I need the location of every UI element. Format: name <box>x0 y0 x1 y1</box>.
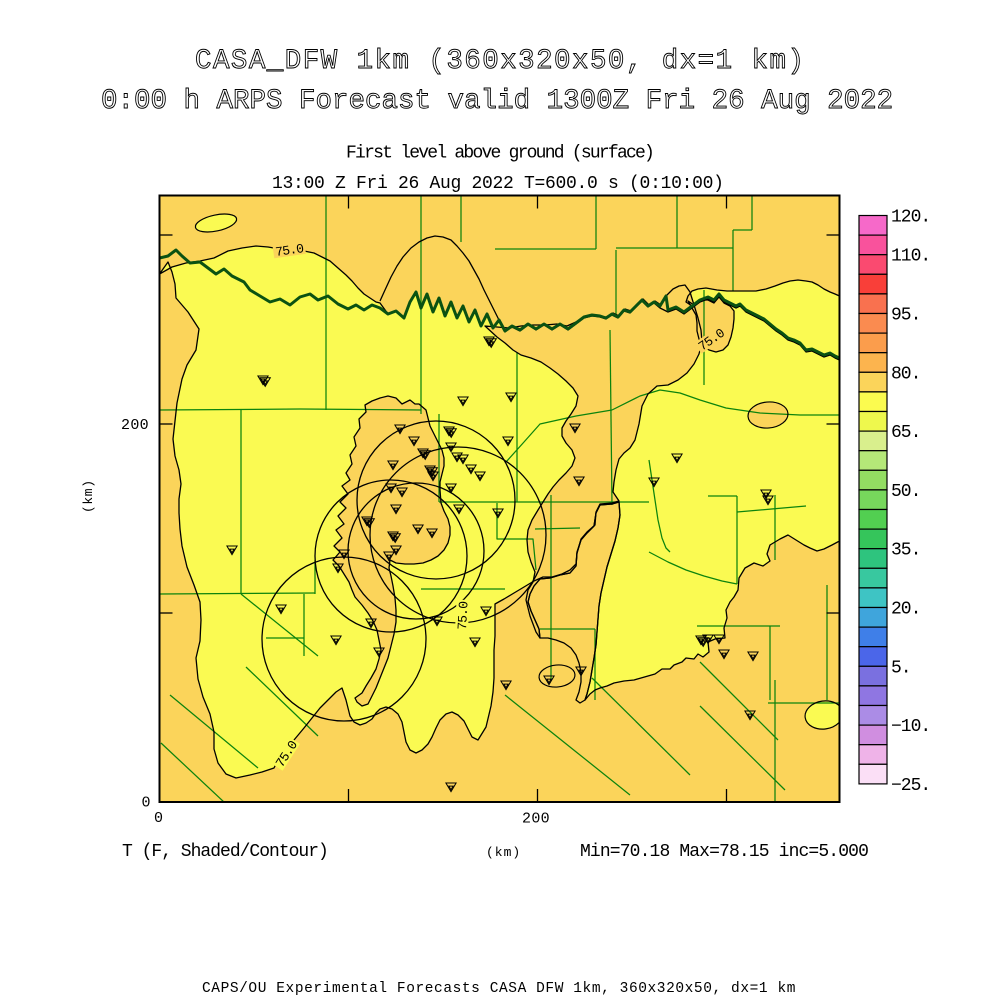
svg-text:0:00 h ARPS Forecast valid 130: 0:00 h ARPS Forecast valid 1300Z Fri 26 … <box>101 86 893 117</box>
svg-text:(km): (km) <box>81 479 96 513</box>
svg-text:75.0: 75.0 <box>274 241 304 260</box>
svg-text:0: 0 <box>154 810 163 827</box>
svg-text:120.: 120. <box>891 208 930 228</box>
svg-text:CASA_DFW 1km (360x320x50, dx=1: CASA_DFW 1km (360x320x50, dx=1 km) <box>195 46 805 77</box>
svg-text:35.: 35. <box>891 541 920 561</box>
svg-text:20.: 20. <box>891 600 920 620</box>
svg-text:First level above ground (surf: First level above ground (surface) <box>346 144 653 164</box>
svg-text:110.: 110. <box>891 247 930 267</box>
svg-text:−10.: −10. <box>891 717 930 737</box>
svg-text:0: 0 <box>142 795 151 812</box>
svg-text:13:00 Z Fri 26 Aug 2022 T=6: 13:00 Z Fri 26 Aug 2022 T=600.0 s (0:10:… <box>272 174 724 194</box>
svg-text:80.: 80. <box>891 364 920 384</box>
svg-text:T (F, Shaded/Contour): T (F, Shaded/Contour) <box>122 842 328 862</box>
svg-text:Min=70.18 Max=78.15 inc=5.000: Min=70.18 Max=78.15 inc=5.000 <box>580 842 868 862</box>
svg-text:5.: 5. <box>891 658 911 678</box>
svg-text:(km): (km) <box>486 845 521 860</box>
svg-text:200: 200 <box>522 810 550 827</box>
svg-text:95.: 95. <box>891 306 920 326</box>
svg-text:50.: 50. <box>891 482 920 502</box>
svg-text:75.0: 75.0 <box>455 601 471 630</box>
svg-text:−25.: −25. <box>891 776 930 796</box>
svg-text:CAPS/OU Experimental Forecasts: CAPS/OU Experimental Forecasts CASA DFW … <box>202 981 796 997</box>
svg-text:65.: 65. <box>891 423 920 443</box>
svg-text:200: 200 <box>121 417 149 434</box>
